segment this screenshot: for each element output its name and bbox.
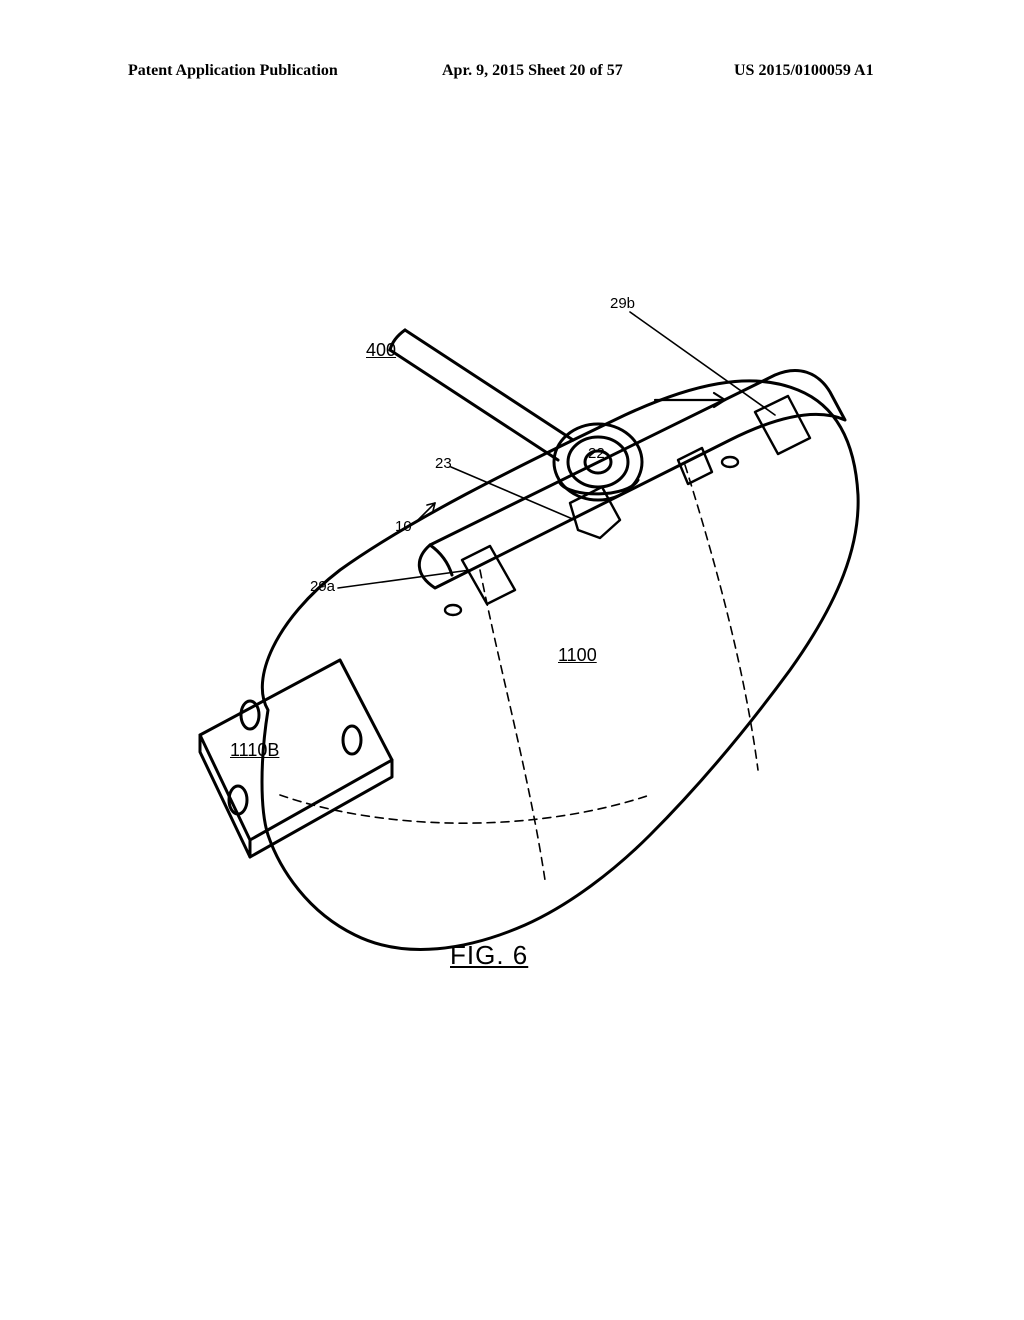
ref-29b: 29b	[610, 295, 635, 312]
ref-23: 23	[435, 455, 452, 472]
figure-svg	[130, 240, 890, 1000]
ref-1110B: 1110B	[230, 740, 279, 761]
header-left: Patent Application Publication	[128, 62, 338, 80]
header-right: US 2015/0100059 A1	[734, 62, 874, 80]
body-contour-dashes	[280, 465, 758, 880]
ref-400: 400	[366, 340, 396, 361]
header-center: Apr. 9, 2015 Sheet 20 of 57	[442, 62, 623, 80]
ref-22: 22	[588, 445, 605, 462]
base-plate	[200, 660, 392, 857]
ref-1100: 1100	[558, 645, 597, 666]
handle-assembly	[390, 330, 642, 500]
page: Patent Application Publication Apr. 9, 2…	[0, 0, 1024, 1320]
figure-6: 400 22 23 10 29a 29b 1100 1110B	[130, 240, 890, 1000]
ref-29a: 29a	[310, 578, 335, 595]
figure-caption: FIG. 6	[450, 940, 528, 971]
page-header: Patent Application Publication Apr. 9, 2…	[0, 62, 1024, 92]
ref-10: 10	[395, 518, 412, 535]
